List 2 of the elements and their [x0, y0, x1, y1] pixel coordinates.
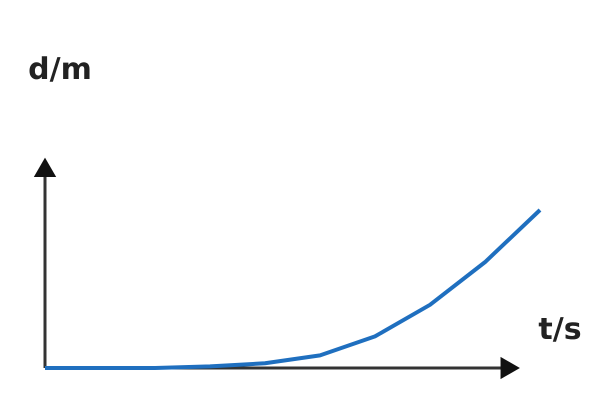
y-axis-title: d/m	[28, 52, 92, 87]
x-axis-title: t/s	[538, 312, 582, 347]
